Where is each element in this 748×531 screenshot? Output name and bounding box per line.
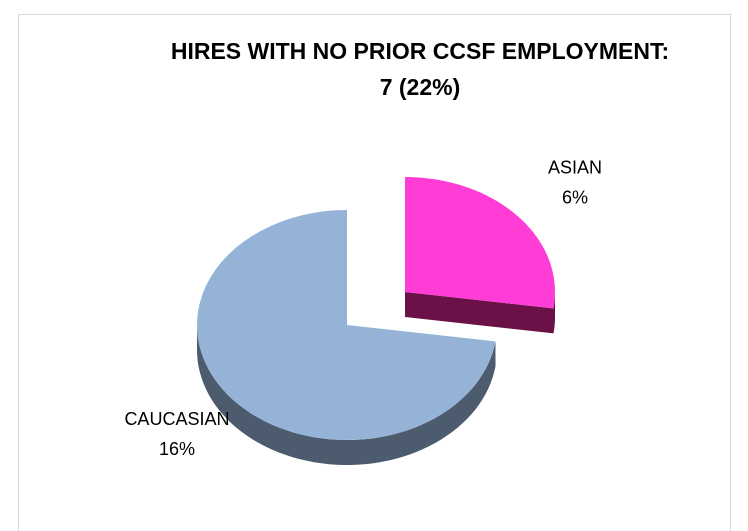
slice-value-label: 16% bbox=[159, 439, 195, 459]
pie-side bbox=[405, 292, 554, 334]
chart-title: 7 (22%) bbox=[380, 74, 461, 100]
pie-slice bbox=[197, 210, 496, 440]
pie-side bbox=[553, 292, 555, 334]
chart-title: HIRES WITH NO PRIOR CCSF EMPLOYMENT: bbox=[171, 38, 669, 64]
slice-label: CAUCASIAN bbox=[124, 409, 229, 429]
slice-value-label: 6% bbox=[562, 188, 588, 208]
slice-label: ASIAN bbox=[548, 158, 602, 178]
pie-slice bbox=[405, 177, 555, 309]
pie-side bbox=[197, 325, 496, 465]
